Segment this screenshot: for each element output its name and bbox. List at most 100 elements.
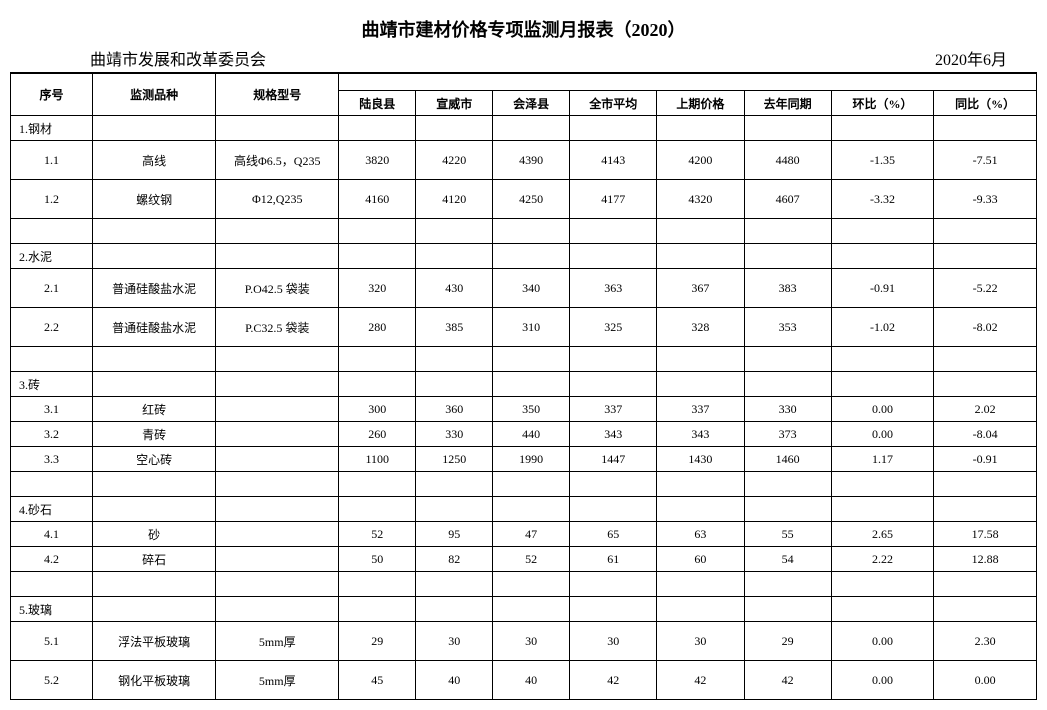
cell: [744, 244, 831, 269]
cell: [93, 372, 216, 397]
cell: -3.32: [831, 180, 934, 219]
cell: 0.00: [831, 622, 934, 661]
cell: 30: [493, 622, 570, 661]
cell: 61: [570, 547, 657, 572]
cell: [657, 472, 744, 497]
cell: 2.65: [831, 522, 934, 547]
cell: [570, 116, 657, 141]
cell: 52: [493, 547, 570, 572]
cell: [570, 219, 657, 244]
cell: 54: [744, 547, 831, 572]
col-prev: 上期价格: [657, 91, 744, 116]
cell: [831, 244, 934, 269]
cell: 430: [416, 269, 493, 308]
cell: [93, 572, 216, 597]
table-row: 2.2普通硅酸盐水泥P.C32.5 袋装280385310325328353-1…: [11, 308, 1037, 347]
cell: P.C32.5 袋装: [216, 308, 339, 347]
cell: 普通硅酸盐水泥: [93, 308, 216, 347]
cell: P.O42.5 袋装: [216, 269, 339, 308]
table-row: 5.1浮法平板玻璃5mm厚2930303030290.002.30: [11, 622, 1037, 661]
cell: 440: [493, 422, 570, 447]
table-row: 4.1砂5295476563552.6517.58: [11, 522, 1037, 547]
cell: [216, 472, 339, 497]
col-cityavg: 全市平均: [570, 91, 657, 116]
cell: [744, 472, 831, 497]
cell: -0.91: [831, 269, 934, 308]
cell: 1.钢材: [11, 116, 93, 141]
cell: 367: [657, 269, 744, 308]
cell: -9.33: [934, 180, 1037, 219]
cell: [657, 597, 744, 622]
table-row: 1.2螺纹钢Φ12,Q235416041204250417743204607-3…: [11, 180, 1037, 219]
cell: [831, 219, 934, 244]
page-title: 曲靖市建材价格专项监测月报表（2020）: [10, 10, 1037, 46]
cell: 2.02: [934, 397, 1037, 422]
cell: 0.00: [831, 661, 934, 700]
cell: 383: [744, 269, 831, 308]
cell: 青砖: [93, 422, 216, 447]
cell: 385: [416, 308, 493, 347]
col-spec: 规格型号: [216, 74, 339, 116]
cell: [744, 116, 831, 141]
cell: 2.1: [11, 269, 93, 308]
cell: [934, 597, 1037, 622]
cell: 4200: [657, 141, 744, 180]
col-lastyear: 去年同期: [744, 91, 831, 116]
cell: 52: [339, 522, 416, 547]
cell: [416, 597, 493, 622]
cell: [570, 572, 657, 597]
cell: 3820: [339, 141, 416, 180]
cell: [744, 219, 831, 244]
cell: 330: [416, 422, 493, 447]
cell: 4220: [416, 141, 493, 180]
cell: [831, 116, 934, 141]
cell: 4.砂石: [11, 497, 93, 522]
cell: 42: [657, 661, 744, 700]
cell: [93, 497, 216, 522]
cell: [93, 219, 216, 244]
cell: 1100: [339, 447, 416, 472]
cell: [339, 116, 416, 141]
cell: [493, 497, 570, 522]
cell: -7.51: [934, 141, 1037, 180]
cell: 30: [570, 622, 657, 661]
cell: 5.1: [11, 622, 93, 661]
cell: 63: [657, 522, 744, 547]
cell: [744, 347, 831, 372]
col-xuanwei: 宣威市: [416, 91, 493, 116]
cell: 47: [493, 522, 570, 547]
cell: [216, 372, 339, 397]
col-luliang: 陆良县: [339, 91, 416, 116]
cell: [934, 219, 1037, 244]
cell: 337: [657, 397, 744, 422]
cell: [216, 447, 339, 472]
cell: [93, 347, 216, 372]
table-row-blank: [11, 472, 1037, 497]
cell: [657, 572, 744, 597]
table-row: 2.1普通硅酸盐水泥P.O42.5 袋装320430340363367383-0…: [11, 269, 1037, 308]
section-row: 1.钢材: [11, 116, 1037, 141]
cell: 337: [570, 397, 657, 422]
cell: [657, 244, 744, 269]
cell: [657, 372, 744, 397]
cell: 42: [570, 661, 657, 700]
cell: [11, 472, 93, 497]
table-row-blank: [11, 219, 1037, 244]
cell: 4160: [339, 180, 416, 219]
cell: 1990: [493, 447, 570, 472]
cell: 钢化平板玻璃: [93, 661, 216, 700]
cell: [570, 472, 657, 497]
cell: [493, 347, 570, 372]
cell: 4.2: [11, 547, 93, 572]
cell: [216, 497, 339, 522]
cell: 29: [339, 622, 416, 661]
cell: [570, 347, 657, 372]
cell: 0.00: [831, 422, 934, 447]
cell: 17.58: [934, 522, 1037, 547]
cell: [744, 372, 831, 397]
cell: 280: [339, 308, 416, 347]
cell: 螺纹钢: [93, 180, 216, 219]
cell: [416, 347, 493, 372]
cell: [744, 597, 831, 622]
cell: 3.1: [11, 397, 93, 422]
